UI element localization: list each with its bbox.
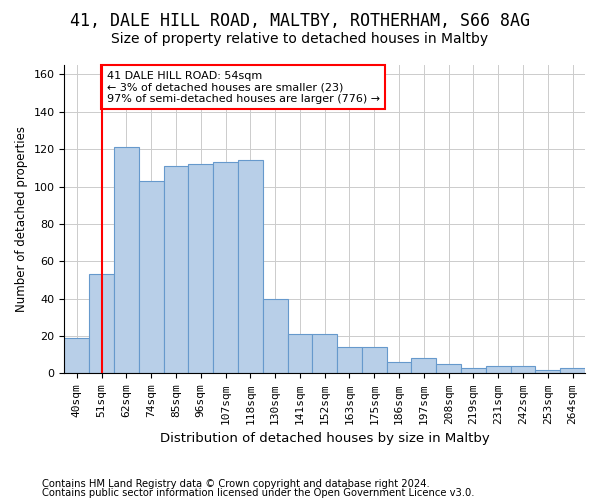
Bar: [188, 164, 213, 374]
Bar: [436, 364, 461, 374]
Bar: [511, 366, 535, 374]
Bar: [535, 370, 560, 374]
Bar: [461, 368, 486, 374]
Bar: [139, 181, 164, 374]
Text: Contains HM Land Registry data © Crown copyright and database right 2024.: Contains HM Land Registry data © Crown c…: [42, 479, 430, 489]
X-axis label: Distribution of detached houses by size in Maltby: Distribution of detached houses by size …: [160, 432, 490, 445]
Bar: [486, 366, 511, 374]
Bar: [386, 362, 412, 374]
Bar: [213, 162, 238, 374]
Bar: [164, 166, 188, 374]
Text: Contains public sector information licensed under the Open Government Licence v3: Contains public sector information licen…: [42, 488, 475, 498]
Bar: [89, 274, 114, 374]
Bar: [263, 298, 287, 374]
Bar: [64, 338, 89, 374]
Bar: [287, 334, 313, 374]
Y-axis label: Number of detached properties: Number of detached properties: [15, 126, 28, 312]
Bar: [238, 160, 263, 374]
Bar: [337, 348, 362, 374]
Bar: [412, 358, 436, 374]
Text: 41, DALE HILL ROAD, MALTBY, ROTHERHAM, S66 8AG: 41, DALE HILL ROAD, MALTBY, ROTHERHAM, S…: [70, 12, 530, 30]
Bar: [313, 334, 337, 374]
Bar: [362, 348, 386, 374]
Text: Size of property relative to detached houses in Maltby: Size of property relative to detached ho…: [112, 32, 488, 46]
Bar: [114, 148, 139, 374]
Text: 41 DALE HILL ROAD: 54sqm
← 3% of detached houses are smaller (23)
97% of semi-de: 41 DALE HILL ROAD: 54sqm ← 3% of detache…: [107, 70, 380, 104]
Bar: [560, 368, 585, 374]
